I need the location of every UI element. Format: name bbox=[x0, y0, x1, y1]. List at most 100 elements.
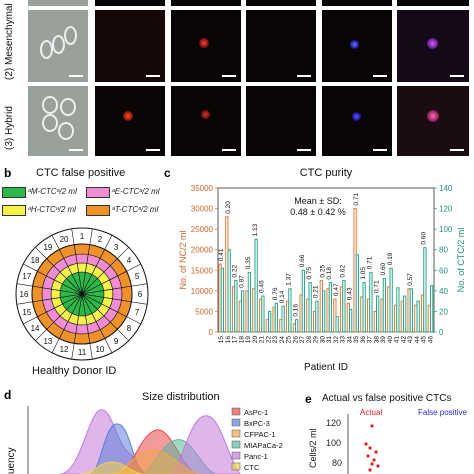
bar-label-21: 0.46 bbox=[259, 280, 266, 293]
chart-c-xtick-label-33: 33 bbox=[340, 336, 347, 344]
polar-label-divider bbox=[23, 316, 38, 325]
donor-id-label-18: 18 bbox=[31, 256, 40, 265]
chart-c-xtick-label-36: 36 bbox=[360, 336, 367, 344]
chart-c-ytick-label-right: 120 bbox=[439, 205, 453, 214]
bar-ctc-23 bbox=[274, 302, 279, 333]
polar-label-divider bbox=[126, 316, 141, 325]
fluor-image-green-hybrid bbox=[246, 86, 316, 156]
chart-c-xlabel: Patient ID bbox=[304, 362, 348, 373]
polar-label-divider bbox=[23, 263, 38, 272]
bar-ctc-28 bbox=[308, 282, 312, 333]
bar-label-18: 0.87 bbox=[238, 275, 245, 288]
chart-c-annotation-line1: Mean ± SD: bbox=[294, 196, 341, 206]
bar-ctc-26 bbox=[294, 319, 299, 333]
bar-label-30: 0.25 bbox=[319, 265, 326, 278]
chart-c-title: CTC purity bbox=[300, 167, 353, 179]
bar-ctc-20 bbox=[254, 238, 258, 333]
bar-ctc-16 bbox=[227, 249, 231, 333]
panel-e-ytick-120: 120 bbox=[326, 418, 342, 428]
bar-label-39: 0.60 bbox=[380, 262, 387, 275]
bar-ctc-38 bbox=[375, 295, 380, 333]
bar-label-35: 0.71 bbox=[353, 193, 360, 206]
bar-nc-32 bbox=[333, 298, 337, 333]
donor-id-label-3: 3 bbox=[114, 243, 119, 252]
bar-label-34: 0.43 bbox=[346, 287, 353, 300]
chart-c-ytick-label-left: 35000 bbox=[191, 184, 214, 193]
chart-c-xtick-label-19: 19 bbox=[245, 336, 252, 344]
fluor-strip-top-4 bbox=[322, 0, 392, 6]
chart-c-frame bbox=[217, 187, 435, 333]
chart-c-xtick-label-46: 46 bbox=[427, 336, 434, 344]
polar-label-divider bbox=[126, 263, 141, 272]
polar-cell-r3-d16 bbox=[31, 285, 43, 303]
polar-label-divider bbox=[104, 338, 113, 353]
chart-c-xtick-label-38: 38 bbox=[373, 336, 380, 344]
donor-id-label-4: 4 bbox=[127, 256, 132, 265]
panel-b-letter: b bbox=[4, 166, 12, 180]
chart-d-legend-swatch-2 bbox=[231, 429, 241, 438]
donor-id-label-6: 6 bbox=[138, 290, 143, 299]
bar-ctc-21 bbox=[261, 295, 265, 333]
chart-d-legend-swatch-0 bbox=[231, 407, 241, 416]
chart-c-xtick-label-31: 31 bbox=[326, 336, 333, 344]
brightfield-strip-top bbox=[28, 0, 88, 6]
chart-c-ytick-label-left: 5000 bbox=[195, 307, 213, 316]
chart-c-xtick-label-30: 30 bbox=[319, 336, 326, 344]
legend-label-t-ctc: ᵃT-CTCᵃ/2 ml bbox=[112, 205, 159, 214]
chart-d-legend-label-4: Panc-1 bbox=[244, 452, 268, 461]
chart-c-ytick-label-right: 60 bbox=[439, 266, 448, 275]
legend-label-m-ctc: ᵃM-CTCᵃ/2 ml bbox=[28, 187, 77, 196]
chart-c-xtick-label-16: 16 bbox=[225, 336, 232, 344]
donor-id-label-16: 16 bbox=[20, 290, 29, 299]
bar-ctc-46 bbox=[429, 285, 434, 333]
chart-c-ylabel-right: No. of CTC/2 ml bbox=[456, 228, 466, 293]
chart-c-ytick-label-left: 30000 bbox=[191, 205, 214, 214]
bar-ctc-17 bbox=[234, 280, 238, 333]
chart-c-ytick-label-left: 20000 bbox=[191, 246, 214, 255]
legend-label-h-ctc: ᵃH-CTCᵃ/2 ml bbox=[28, 205, 76, 214]
bar-ctc-15 bbox=[220, 267, 225, 333]
chart-c-xtick-label-37: 37 bbox=[367, 336, 374, 344]
chart-c-ytick-label-right: 140 bbox=[439, 184, 453, 193]
bar-label-32: 0.47 bbox=[333, 283, 340, 296]
chart-c-xtick-label-34: 34 bbox=[346, 336, 353, 344]
bar-ctc-31 bbox=[328, 282, 333, 333]
chart-c-xtick-label-21: 21 bbox=[259, 336, 266, 344]
chart-e-actual-dot-6 bbox=[370, 462, 374, 466]
panel-d-ylabel: uency bbox=[6, 447, 17, 474]
fluor-image-merge-hybrid bbox=[397, 86, 469, 156]
chart-e-actual-dot-8 bbox=[368, 468, 372, 472]
polar-label-divider bbox=[131, 301, 148, 305]
donor-id-label-5: 5 bbox=[135, 272, 140, 281]
bar-ctc-45 bbox=[423, 247, 427, 333]
polar-label-divider bbox=[35, 329, 47, 341]
legend-swatch-h-ctc bbox=[2, 205, 26, 216]
chart-e-actual-dot-5 bbox=[372, 458, 376, 462]
bar-label-36: 1.05 bbox=[360, 267, 367, 280]
fluor-image-red2-mesenchymal bbox=[171, 10, 241, 82]
bar-ctc-22 bbox=[267, 310, 272, 333]
polar-label-divider bbox=[51, 338, 60, 353]
polar-label-divider bbox=[16, 301, 33, 305]
bar-ctc-30 bbox=[321, 290, 326, 333]
chart-c-xtick-label-28: 28 bbox=[306, 336, 313, 344]
polar-label-divider bbox=[89, 343, 93, 360]
fluor-image-green-mesenchymal bbox=[246, 10, 316, 82]
donor-id-label-2: 2 bbox=[98, 235, 103, 244]
chart-e-actual-dot-7 bbox=[376, 464, 380, 468]
legend-label-e-ctc: ᵃE-CTCᵃ/2 ml bbox=[112, 187, 160, 196]
chart-c-ytick-label-left: 10000 bbox=[191, 287, 214, 296]
bar-ctc-37 bbox=[369, 271, 373, 333]
polar-label-divider bbox=[71, 343, 75, 360]
row-label-hybrid: (3) Hybrid bbox=[4, 106, 15, 150]
chart-c-ytick-label-left: 0 bbox=[209, 328, 214, 337]
bar-label-29: 0.21 bbox=[313, 285, 320, 298]
chart-c-ytick-label-right: 100 bbox=[439, 225, 453, 234]
polar-cell-r2-d1 bbox=[75, 253, 89, 264]
chart-c-xtick-label-42: 42 bbox=[400, 336, 407, 344]
bar-ctc-25 bbox=[288, 288, 292, 333]
ctc-purity-chart: CTC purity 0 5000 10000 15000 20000 25000 30000… bbox=[178, 167, 466, 373]
chart-c-xtick-label-27: 27 bbox=[299, 336, 306, 344]
donor-id-label-1: 1 bbox=[80, 232, 85, 241]
bar-ctc-40 bbox=[389, 267, 393, 333]
